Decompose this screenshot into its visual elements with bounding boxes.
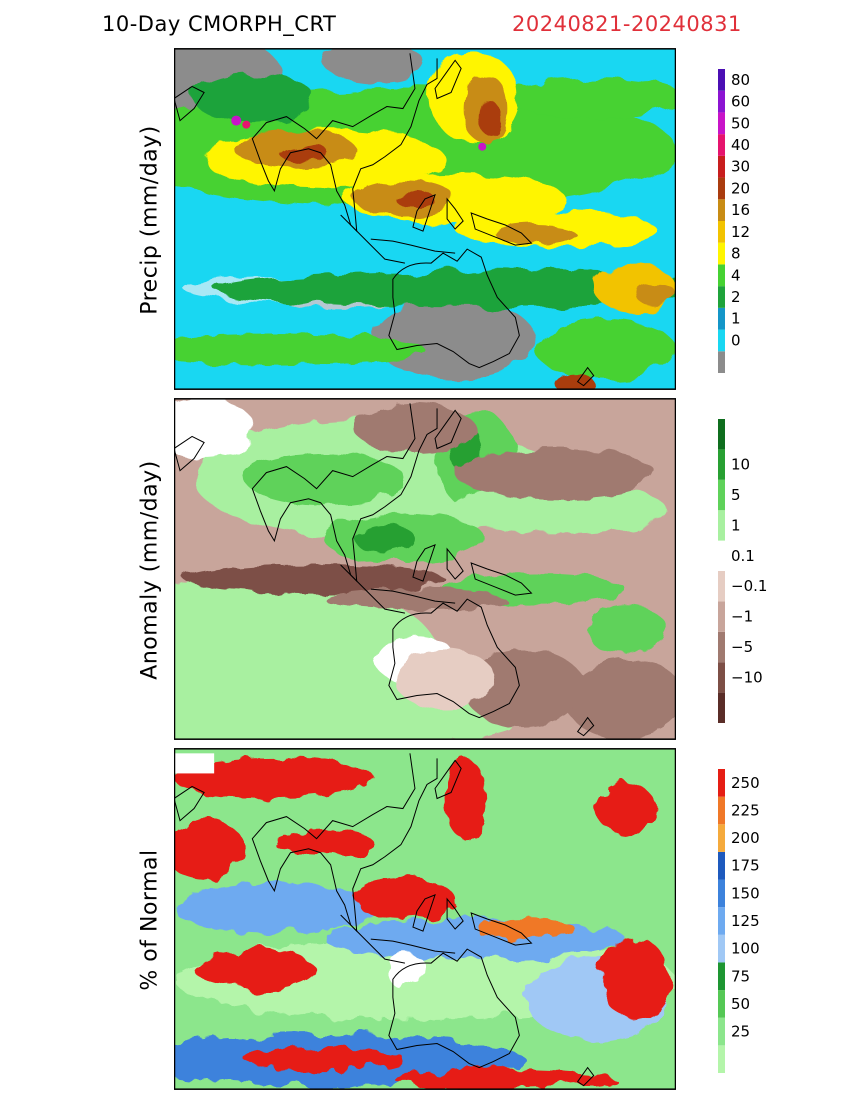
colorbar-label: 16 [731, 201, 750, 219]
colorbar-swatch [718, 419, 725, 450]
colorbar-label: −1 [731, 608, 753, 626]
colorbar-swatch [718, 934, 725, 963]
colorbar-label: −0.1 [731, 577, 767, 595]
colorbar-swatch [718, 69, 725, 91]
panel-1-ylabel: Precip (mm/day) [137, 125, 163, 315]
percent-normal-colorbar: 25 50 75 100 125 150 175 200 225 250 [718, 769, 760, 1073]
colorbar-label: 75 [731, 967, 750, 985]
colorbar-swatch [718, 177, 725, 200]
colorbar-swatch [718, 1017, 725, 1046]
colorbar-swatch [718, 990, 725, 1018]
colorbar-label: 8 [731, 245, 741, 263]
precip-map [174, 48, 676, 390]
colorbar-label: 225 [731, 801, 760, 819]
colorbar-swatch [718, 286, 725, 308]
panel-3-ylabel: % of Normal [137, 849, 163, 991]
colorbar-label: 20 [731, 179, 750, 197]
colorbar-swatch [718, 601, 725, 632]
colorbar-label: 2 [731, 288, 741, 306]
colorbar-swatch [718, 221, 725, 243]
colorbar-swatch [718, 662, 725, 693]
colorbar-swatch [718, 155, 725, 178]
colorbar-label: 80 [731, 71, 750, 89]
colorbar-label: 30 [731, 158, 750, 176]
colorbar-label: 1 [731, 516, 741, 534]
colorbar-label: 4 [731, 266, 741, 284]
colorbar-swatch [718, 199, 725, 221]
colorbar-label: 50 [731, 995, 750, 1013]
colorbar-label: 175 [731, 857, 760, 875]
colorbar-swatch [718, 851, 725, 880]
colorbar-label: 40 [731, 136, 750, 154]
colorbar-label: −10 [731, 668, 763, 686]
colorbar-swatch [718, 540, 725, 571]
date-range: 20240821-20240831 [512, 12, 742, 36]
colorbar-label: 100 [731, 940, 760, 958]
colorbar-swatch [718, 1045, 725, 1073]
colorbar-swatch [718, 351, 725, 373]
colorbar-label: 25 [731, 1023, 750, 1041]
colorbar-label: −5 [731, 638, 753, 656]
colorbar-label: 1 [731, 310, 741, 328]
colorbar-swatch [718, 824, 725, 852]
colorbar-label: 60 [731, 93, 750, 111]
colorbar-swatch [718, 571, 725, 602]
colorbar-swatch [718, 796, 725, 825]
colorbar-label: 0 [731, 331, 741, 349]
colorbar-swatch [718, 134, 725, 156]
colorbar-label: 0.1 [731, 547, 755, 565]
colorbar-swatch [718, 242, 725, 265]
colorbar-label: 125 [731, 912, 760, 930]
colorbar-swatch [718, 329, 725, 352]
colorbar-label: 250 [731, 774, 760, 792]
colorbar-swatch [718, 479, 725, 511]
chart-title: 10-Day CMORPH_CRT [102, 12, 337, 36]
colorbar-swatch [718, 907, 725, 935]
colorbar-swatch [718, 879, 725, 908]
colorbar-label: 50 [731, 114, 750, 132]
anomaly-map [174, 398, 676, 740]
colorbar-label: 10 [731, 456, 750, 474]
panel-2-ylabel: Anomaly (mm/day) [137, 460, 163, 680]
colorbar-swatch [718, 264, 725, 287]
colorbar-label: 200 [731, 829, 760, 847]
colorbar-swatch [718, 307, 725, 330]
colorbar-swatch [718, 510, 725, 541]
colorbar-swatch [718, 631, 725, 663]
colorbar-swatch [718, 112, 725, 135]
colorbar-label: 5 [731, 486, 741, 504]
colorbar-swatch [718, 962, 725, 991]
anomaly-colorbar: −10 −5 −1 −0.1 0.1 1 5 10 [718, 419, 767, 723]
colorbar-swatch [718, 90, 725, 113]
colorbar-swatch [718, 449, 725, 480]
colorbar-swatch [718, 692, 725, 723]
percent-normal-map [174, 748, 676, 1090]
colorbar-swatch [718, 769, 725, 797]
colorbar-label: 12 [731, 223, 750, 241]
colorbar-label: 150 [731, 884, 760, 902]
